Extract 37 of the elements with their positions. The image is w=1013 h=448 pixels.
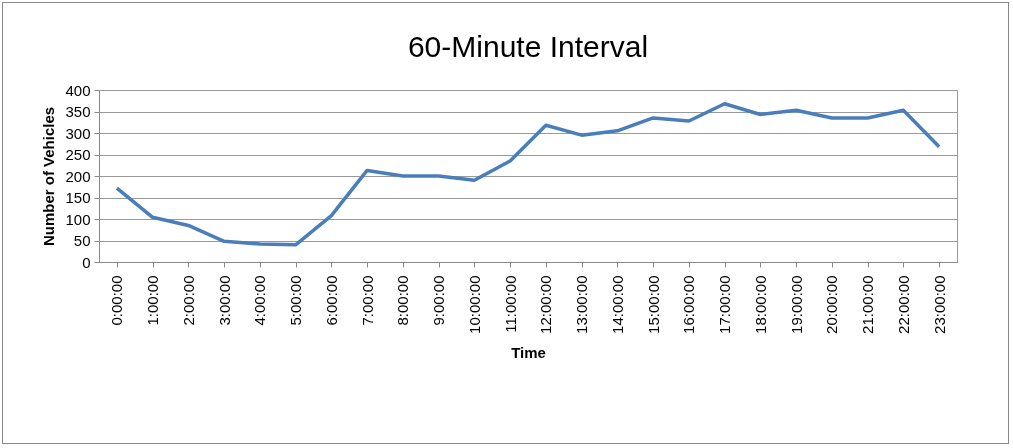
x-tick-label: 5:00:00 bbox=[287, 275, 305, 326]
x-tick-label: 2:00:00 bbox=[179, 275, 197, 326]
x-tick-label: 13:00:00 bbox=[573, 275, 591, 334]
x-tick-label: 22:00:00 bbox=[894, 275, 912, 334]
x-tick-label: 15:00:00 bbox=[644, 275, 662, 334]
x-tick-label: 11:00:00 bbox=[501, 275, 519, 333]
y-tick-label: 200 bbox=[65, 167, 91, 185]
x-tick-label: 8:00:00 bbox=[394, 275, 412, 326]
x-tick-label: 1:00:00 bbox=[144, 275, 162, 326]
x-tick-label: 19:00:00 bbox=[787, 275, 805, 334]
y-tick-label: 400 bbox=[65, 81, 91, 99]
x-tick-label: 12:00:00 bbox=[537, 275, 555, 334]
x-tick-label: 0:00:00 bbox=[108, 275, 126, 326]
y-axis-title: Number of Vehicles bbox=[40, 106, 58, 247]
y-tick-label: 300 bbox=[65, 124, 91, 142]
x-tick-label: 20:00:00 bbox=[823, 275, 841, 334]
chart-title: 60-Minute Interval bbox=[407, 30, 649, 63]
x-tick-label: 7:00:00 bbox=[358, 275, 376, 326]
x-tick-label: 3:00:00 bbox=[215, 275, 233, 326]
y-tick-label: 350 bbox=[65, 103, 91, 120]
y-tick-label: 0 bbox=[82, 253, 91, 271]
x-tick-label: 6:00:00 bbox=[322, 275, 340, 326]
x-tick-label: 23:00:00 bbox=[930, 275, 948, 334]
y-tick-label: 150 bbox=[65, 189, 91, 206]
y-tick-label: 50 bbox=[73, 232, 91, 249]
x-tick-label: 18:00:00 bbox=[751, 275, 769, 334]
x-tick-label: 9:00:00 bbox=[430, 275, 448, 326]
x-axis-title: Time bbox=[511, 343, 546, 361]
x-tick-label: 10:00:00 bbox=[465, 275, 483, 334]
line-series bbox=[115, 102, 941, 247]
x-tick-label: 17:00:00 bbox=[716, 275, 734, 334]
x-tick-label: 16:00:00 bbox=[680, 275, 698, 334]
y-tick-label: 250 bbox=[65, 146, 91, 163]
x-tick-label: 4:00:00 bbox=[251, 275, 269, 326]
x-tick-label: 14:00:00 bbox=[608, 275, 626, 334]
x-tick-label: 21:00:00 bbox=[859, 275, 877, 334]
y-tick-label: 100 bbox=[65, 210, 91, 228]
